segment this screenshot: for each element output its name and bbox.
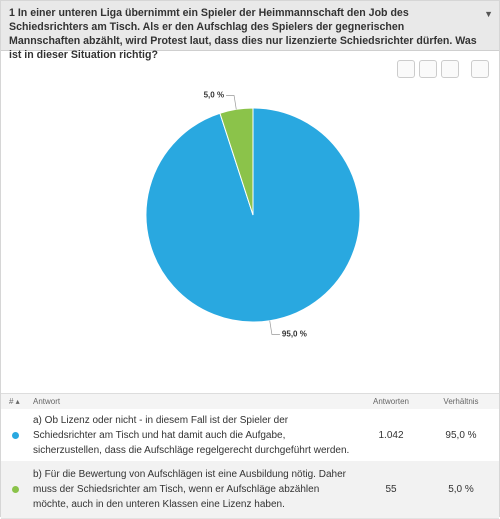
header-text: Antwort — [33, 397, 61, 406]
pie-chart: 95,0 % 5,0 % — [145, 91, 361, 339]
legend-dot — [12, 431, 19, 439]
answer-count: 55 — [385, 484, 397, 495]
chart-tools — [397, 60, 489, 78]
table-row: a) Ob Lizenz oder nicht - in diesem Fall… — [1, 409, 499, 462]
table-header: # ▴ Antwort Antworten Verhältnis — [1, 393, 499, 411]
legend-dot — [12, 486, 19, 493]
header-text: # — [9, 397, 14, 406]
question-text: 1 In einer unteren Liga übernimmt ein Sp… — [9, 7, 477, 61]
answer-text: a) Ob Lizenz oder nicht - in diesem Fall… — [33, 414, 350, 456]
answer-percent: 95,0 % — [445, 429, 477, 441]
header-num: # ▴ — [9, 397, 20, 406]
collapse-caret[interactable]: ▼ — [484, 9, 493, 19]
answer-count: 1.042 — [378, 429, 404, 441]
data-label: 5,0 % — [204, 91, 224, 100]
pie-view-button[interactable] — [397, 60, 415, 78]
bar-view-button[interactable] — [419, 60, 437, 78]
pie-slice — [145, 107, 361, 323]
answer-percent: 5,0 % — [448, 484, 474, 495]
header-text: Antworten — [372, 397, 410, 406]
data-label: 95,0 % — [282, 330, 307, 339]
download-button[interactable] — [471, 60, 489, 78]
table-view-button[interactable] — [441, 60, 459, 78]
table-row: b) Für die Bewertung von Aufschlägen ist… — [1, 461, 499, 519]
header-text: Verhältnis — [443, 397, 479, 406]
leader-line — [226, 95, 237, 110]
question: 1 In einer unteren Liga übernimmt ein Sp… — [1, 1, 499, 61]
leader-line — [269, 320, 280, 335]
answer-text: b) Für die Bewertung von Aufschlägen ist… — [33, 469, 346, 510]
